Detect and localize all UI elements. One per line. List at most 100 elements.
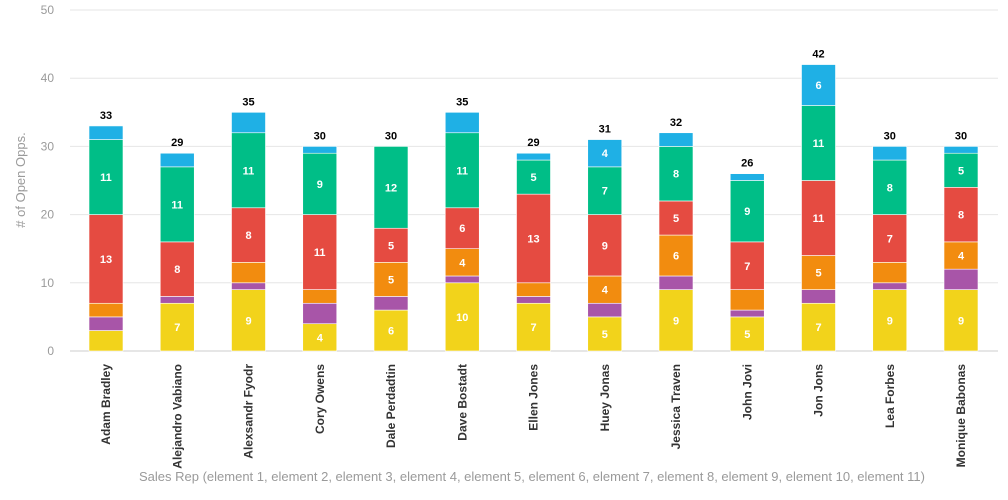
segment-value-label: 11 bbox=[100, 172, 112, 184]
bar-segment bbox=[444, 275, 480, 284]
category-label: Huey Jonas bbox=[598, 364, 612, 432]
category-label: Cory Owens bbox=[313, 364, 327, 434]
bar-segment bbox=[444, 282, 480, 352]
segment-value-label: 12 bbox=[385, 182, 397, 194]
bar-segment bbox=[373, 227, 409, 263]
bar-segment bbox=[373, 309, 409, 352]
bar-segment bbox=[516, 159, 551, 195]
segment-value-label: 8 bbox=[245, 230, 251, 242]
bar-segment bbox=[373, 146, 409, 229]
segment-value-label: 9 bbox=[602, 240, 608, 252]
bar-segment bbox=[88, 214, 124, 304]
bar-segment bbox=[159, 152, 195, 168]
total-value-label: 35 bbox=[242, 96, 254, 108]
bar-segment bbox=[373, 262, 409, 297]
segment-value-label: 7 bbox=[887, 233, 893, 245]
bar-segment bbox=[88, 139, 124, 215]
segment-value-label: 4 bbox=[602, 285, 609, 297]
segment-value-label: 11 bbox=[813, 213, 825, 225]
x-axis-title: Sales Rep (element 1, element 2, element… bbox=[139, 469, 925, 484]
segment-value-label: 5 bbox=[744, 329, 750, 341]
segment-value-label: 8 bbox=[958, 210, 964, 222]
segment-value-label: 8 bbox=[174, 264, 180, 276]
bar-segment bbox=[658, 275, 694, 290]
bar-segment bbox=[943, 268, 979, 290]
y-axis-title: # of Open Opps. bbox=[13, 132, 28, 227]
y-tick-label: 30 bbox=[41, 139, 55, 153]
data-labels: 13 11 33 7 8 11 29 9 8 11 35 4 11 9 30 6 5 5 12 30 10 4 6 11 35 7… bbox=[100, 49, 967, 345]
total-value-label: 33 bbox=[100, 110, 112, 122]
y-tick-label: 50 bbox=[41, 3, 55, 17]
bar-segment bbox=[302, 146, 338, 154]
category-label: Monique Babonas bbox=[954, 364, 968, 468]
segment-value-label: 9 bbox=[245, 315, 251, 327]
segment-value-label: 11 bbox=[243, 165, 255, 177]
bar-segment bbox=[801, 180, 836, 256]
bar-segment bbox=[801, 302, 836, 352]
bar-segment bbox=[943, 187, 979, 243]
bar-segment bbox=[801, 105, 836, 181]
bar-segment bbox=[231, 207, 266, 263]
bar-segment bbox=[302, 214, 338, 290]
bar-segment bbox=[658, 132, 694, 147]
bar-segment bbox=[159, 166, 195, 243]
bar-segment bbox=[872, 214, 908, 263]
y-tick-label: 40 bbox=[41, 71, 55, 85]
total-value-label: 29 bbox=[527, 137, 539, 149]
segment-value-label: 5 bbox=[388, 274, 394, 286]
segment-value-label: 4 bbox=[459, 257, 466, 269]
total-value-label: 31 bbox=[599, 124, 611, 136]
bar-segment bbox=[231, 282, 266, 290]
bar-segment bbox=[943, 241, 979, 270]
segment-value-label: 9 bbox=[744, 206, 750, 218]
bar-segment bbox=[444, 248, 480, 277]
total-value-label: 30 bbox=[955, 130, 967, 142]
bar-segment bbox=[587, 139, 623, 168]
bar-segment bbox=[231, 112, 266, 134]
segment-value-label: 13 bbox=[527, 233, 539, 245]
y-tick-label: 0 bbox=[47, 344, 54, 358]
bar-segment bbox=[88, 316, 124, 331]
bar-segment bbox=[729, 180, 765, 243]
bar-segment bbox=[302, 289, 338, 304]
segment-value-label: 5 bbox=[815, 268, 821, 280]
segment-value-label: 4 bbox=[602, 148, 609, 160]
segment-value-label: 6 bbox=[388, 326, 394, 338]
total-value-label: 30 bbox=[314, 130, 326, 142]
segment-value-label: 9 bbox=[317, 179, 323, 191]
segment-value-label: 13 bbox=[100, 254, 112, 266]
bar-segment bbox=[872, 262, 908, 284]
segment-value-label: 5 bbox=[388, 240, 394, 252]
bar-segment bbox=[729, 309, 765, 318]
y-tick-label: 10 bbox=[41, 276, 55, 290]
bar-segment bbox=[943, 146, 979, 154]
category-label: Dale Perdadtin bbox=[384, 364, 398, 448]
category-label: Alexsandr Fyodr bbox=[242, 364, 256, 459]
bars bbox=[88, 64, 979, 352]
bar-segment bbox=[516, 152, 551, 161]
bar-segment bbox=[801, 289, 836, 304]
y-axis-ticks: 0 10 20 30 40 50 bbox=[41, 3, 55, 358]
bar-segment bbox=[729, 289, 765, 311]
total-value-label: 32 bbox=[670, 117, 682, 129]
total-value-label: 26 bbox=[741, 158, 753, 170]
category-label: Dave Bostadt bbox=[455, 364, 469, 441]
segment-value-label: 4 bbox=[958, 251, 965, 263]
segment-value-label: 6 bbox=[459, 223, 465, 235]
bar-segment bbox=[88, 302, 124, 318]
bar-segment bbox=[516, 296, 551, 304]
bar-segment bbox=[302, 323, 338, 352]
x-axis-categories: Adam Bradley Alejandro Vabiano Alexsandr F… bbox=[99, 364, 968, 469]
bar-segment bbox=[587, 316, 623, 352]
segment-value-label: 10 bbox=[456, 312, 468, 324]
segment-value-label: 9 bbox=[887, 315, 893, 327]
segment-value-label: 4 bbox=[317, 332, 324, 344]
y-tick-label: 20 bbox=[41, 208, 55, 222]
bar-segment bbox=[444, 112, 480, 134]
category-label: Jessica Traven bbox=[669, 364, 683, 449]
segment-value-label: 6 bbox=[673, 251, 679, 263]
segment-value-label: 8 bbox=[673, 169, 679, 181]
category-label: Lea Forbes bbox=[883, 364, 897, 428]
bar-segment bbox=[587, 166, 623, 215]
bar-segment bbox=[231, 289, 266, 352]
